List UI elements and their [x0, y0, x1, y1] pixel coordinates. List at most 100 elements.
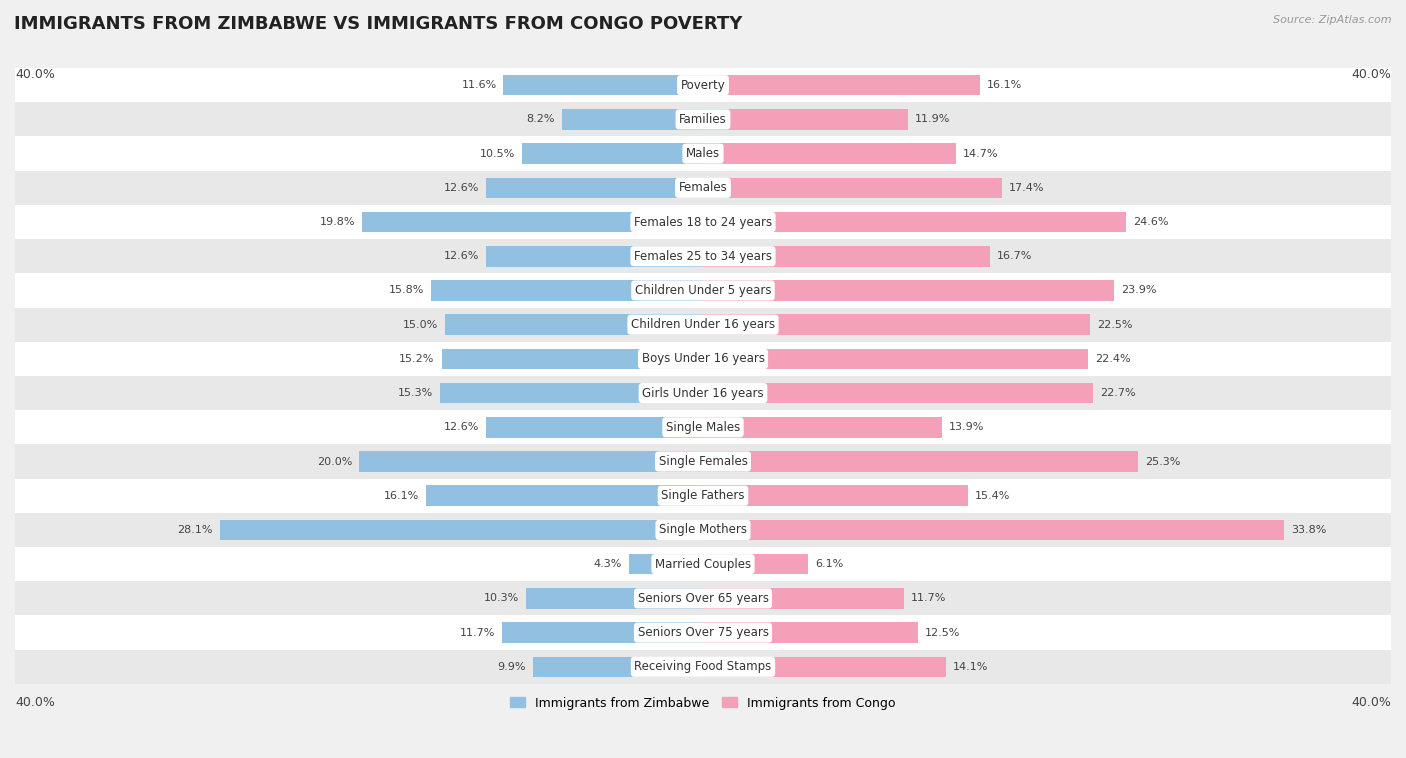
- Bar: [15, 239, 1391, 274]
- Text: Females 18 to 24 years: Females 18 to 24 years: [634, 215, 772, 228]
- Bar: [703, 451, 1139, 471]
- Text: 12.6%: 12.6%: [444, 251, 479, 262]
- Text: Females: Females: [679, 181, 727, 194]
- Bar: [703, 349, 1088, 369]
- Text: 16.1%: 16.1%: [384, 490, 419, 501]
- Text: 24.6%: 24.6%: [1133, 217, 1168, 227]
- Text: 10.5%: 10.5%: [481, 149, 516, 158]
- Bar: [703, 75, 980, 96]
- Text: Girls Under 16 years: Girls Under 16 years: [643, 387, 763, 399]
- Bar: [359, 451, 703, 471]
- Bar: [486, 417, 703, 437]
- Text: 4.3%: 4.3%: [593, 559, 623, 569]
- Bar: [523, 143, 703, 164]
- Text: 15.4%: 15.4%: [974, 490, 1010, 501]
- Bar: [363, 211, 703, 232]
- Text: 23.9%: 23.9%: [1121, 286, 1157, 296]
- Bar: [15, 478, 1391, 513]
- Bar: [15, 274, 1391, 308]
- Text: IMMIGRANTS FROM ZIMBABWE VS IMMIGRANTS FROM CONGO POVERTY: IMMIGRANTS FROM ZIMBABWE VS IMMIGRANTS F…: [14, 15, 742, 33]
- Text: 15.8%: 15.8%: [389, 286, 425, 296]
- Text: 9.9%: 9.9%: [498, 662, 526, 672]
- Text: 22.4%: 22.4%: [1095, 354, 1130, 364]
- Text: 17.4%: 17.4%: [1010, 183, 1045, 193]
- Text: Married Couples: Married Couples: [655, 558, 751, 571]
- Bar: [15, 171, 1391, 205]
- Bar: [703, 177, 1002, 198]
- Bar: [15, 342, 1391, 376]
- Bar: [446, 315, 703, 335]
- Bar: [432, 280, 703, 301]
- Text: Males: Males: [686, 147, 720, 160]
- Bar: [15, 376, 1391, 410]
- Text: 13.9%: 13.9%: [949, 422, 984, 432]
- Bar: [15, 308, 1391, 342]
- Bar: [15, 410, 1391, 444]
- Text: 16.1%: 16.1%: [987, 80, 1022, 90]
- Text: 40.0%: 40.0%: [1351, 68, 1391, 81]
- Bar: [15, 205, 1391, 239]
- Bar: [703, 588, 904, 609]
- Bar: [15, 615, 1391, 650]
- Text: Boys Under 16 years: Boys Under 16 years: [641, 352, 765, 365]
- Bar: [703, 246, 990, 267]
- Text: Children Under 5 years: Children Under 5 years: [634, 284, 772, 297]
- Text: Seniors Over 75 years: Seniors Over 75 years: [637, 626, 769, 639]
- Text: 12.5%: 12.5%: [925, 628, 960, 637]
- Bar: [486, 177, 703, 198]
- Text: 40.0%: 40.0%: [15, 68, 55, 81]
- Text: Single Females: Single Females: [658, 455, 748, 468]
- Text: Families: Families: [679, 113, 727, 126]
- Bar: [15, 513, 1391, 547]
- Bar: [503, 75, 703, 96]
- Bar: [703, 520, 1284, 540]
- Bar: [703, 554, 808, 575]
- Text: Children Under 16 years: Children Under 16 years: [631, 318, 775, 331]
- Text: 33.8%: 33.8%: [1291, 525, 1327, 535]
- Text: Receiving Food Stamps: Receiving Food Stamps: [634, 660, 772, 673]
- Bar: [703, 211, 1126, 232]
- Text: 16.7%: 16.7%: [997, 251, 1032, 262]
- Text: 22.7%: 22.7%: [1101, 388, 1136, 398]
- Bar: [703, 622, 918, 643]
- Text: 10.3%: 10.3%: [484, 594, 519, 603]
- Bar: [703, 280, 1114, 301]
- Bar: [486, 246, 703, 267]
- Text: 40.0%: 40.0%: [15, 697, 55, 709]
- Text: 12.6%: 12.6%: [444, 422, 479, 432]
- Bar: [703, 143, 956, 164]
- Bar: [703, 417, 942, 437]
- Bar: [703, 109, 908, 130]
- Bar: [219, 520, 703, 540]
- Text: 22.5%: 22.5%: [1097, 320, 1132, 330]
- Bar: [15, 68, 1391, 102]
- Bar: [440, 383, 703, 403]
- Text: Seniors Over 65 years: Seniors Over 65 years: [637, 592, 769, 605]
- Bar: [502, 622, 703, 643]
- Bar: [526, 588, 703, 609]
- Bar: [703, 383, 1094, 403]
- Text: 8.2%: 8.2%: [527, 114, 555, 124]
- Text: 11.9%: 11.9%: [914, 114, 950, 124]
- Bar: [628, 554, 703, 575]
- Text: 40.0%: 40.0%: [1351, 697, 1391, 709]
- Text: 20.0%: 20.0%: [316, 456, 352, 466]
- Text: Single Fathers: Single Fathers: [661, 489, 745, 503]
- Text: Females 25 to 34 years: Females 25 to 34 years: [634, 249, 772, 263]
- Bar: [533, 656, 703, 677]
- Text: 11.7%: 11.7%: [911, 594, 946, 603]
- Bar: [15, 581, 1391, 615]
- Text: 15.2%: 15.2%: [399, 354, 434, 364]
- Bar: [15, 102, 1391, 136]
- Text: 12.6%: 12.6%: [444, 183, 479, 193]
- Text: Single Males: Single Males: [666, 421, 740, 434]
- Bar: [441, 349, 703, 369]
- Text: Single Mothers: Single Mothers: [659, 524, 747, 537]
- Text: 28.1%: 28.1%: [177, 525, 212, 535]
- Text: Source: ZipAtlas.com: Source: ZipAtlas.com: [1274, 15, 1392, 25]
- Text: 14.1%: 14.1%: [952, 662, 988, 672]
- Text: 14.7%: 14.7%: [963, 149, 998, 158]
- Text: 6.1%: 6.1%: [815, 559, 844, 569]
- Legend: Immigrants from Zimbabwe, Immigrants from Congo: Immigrants from Zimbabwe, Immigrants fro…: [505, 691, 901, 715]
- Bar: [426, 485, 703, 506]
